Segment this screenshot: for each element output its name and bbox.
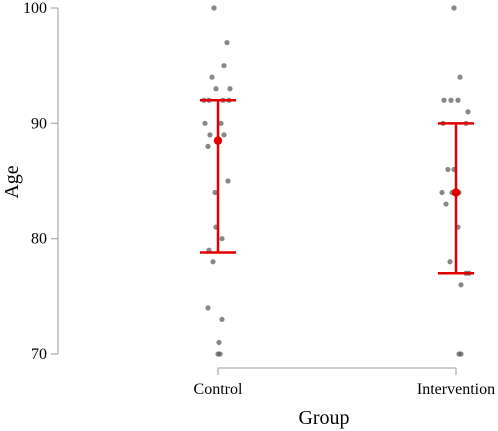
data-point xyxy=(211,5,217,11)
data-point xyxy=(205,143,211,149)
data-point xyxy=(227,86,233,92)
data-point xyxy=(209,74,215,80)
data-point xyxy=(221,132,227,138)
x-tick-label-control: Control xyxy=(194,381,243,398)
data-point xyxy=(458,282,464,288)
y-axis-title: Age xyxy=(1,165,23,198)
data-point xyxy=(212,189,218,196)
mean-point xyxy=(451,188,461,197)
data-point xyxy=(457,74,463,80)
data-point xyxy=(447,259,453,265)
x-axis-title: Group xyxy=(298,407,349,429)
data-point xyxy=(219,236,225,242)
error-bar-control xyxy=(200,99,236,254)
data-point xyxy=(451,5,457,11)
data-point xyxy=(218,120,224,126)
data-point xyxy=(225,178,231,184)
error-bar-intervention xyxy=(438,122,474,275)
data-point xyxy=(221,63,227,69)
data-point xyxy=(210,259,216,265)
data-point xyxy=(458,351,464,357)
data-point xyxy=(448,97,454,103)
data-point xyxy=(465,109,471,115)
data-point xyxy=(443,201,449,207)
data-point xyxy=(216,339,222,346)
y-tick-label: 70 xyxy=(31,346,47,363)
x-axis: Control Intervention xyxy=(194,367,495,398)
data-point xyxy=(455,97,461,103)
data-point xyxy=(439,189,445,196)
y-tick-label: 80 xyxy=(31,231,47,248)
summary-error-bars xyxy=(200,99,474,275)
data-point xyxy=(207,132,213,138)
jitter-points xyxy=(201,5,472,357)
data-point xyxy=(219,316,225,322)
data-point xyxy=(213,86,219,92)
data-point xyxy=(217,351,223,357)
mean-point xyxy=(213,136,223,145)
data-point xyxy=(205,305,211,311)
y-tick-label: 90 xyxy=(31,115,47,132)
data-point xyxy=(224,40,230,46)
data-point xyxy=(445,166,451,173)
y-axis: 70 80 90 100 xyxy=(23,0,59,363)
y-tick-label: 100 xyxy=(23,0,47,17)
x-tick-label-intervention: Intervention xyxy=(417,381,495,398)
data-point xyxy=(441,97,447,103)
data-point xyxy=(202,120,208,126)
